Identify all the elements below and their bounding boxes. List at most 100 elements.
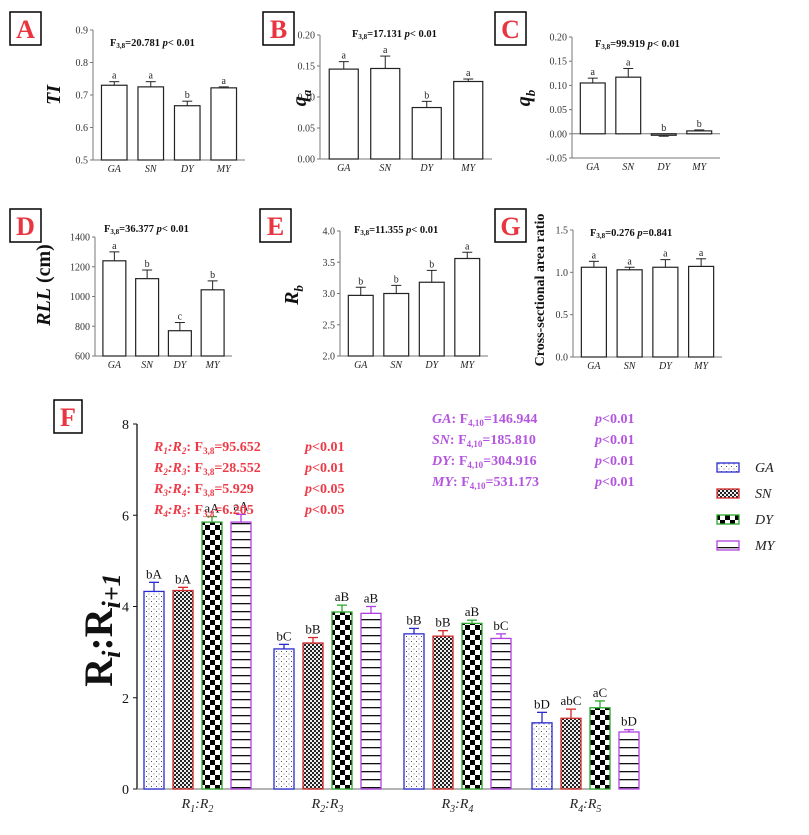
stat-annotation-right: SN: F4,10=185.810 p<0.01 — [432, 433, 634, 449]
panel-letter: D — [16, 212, 35, 241]
stat-annotation-left: R2:R3: F3,8=28.552 p<0.01 — [153, 461, 344, 477]
significance-letter: abC — [561, 693, 582, 708]
bar-dy — [589, 707, 611, 790]
significance-letter: bC — [276, 628, 291, 643]
x-tick-label: MY — [693, 361, 709, 372]
y-axis-label: TI — [43, 84, 65, 105]
legend-swatch-dy — [716, 514, 740, 525]
bar — [411, 106, 442, 160]
significance-letter: c — [178, 312, 183, 323]
significance-letter: a — [112, 71, 117, 82]
y-tick-label: -0.05 — [546, 154, 567, 165]
y-tick-label: 0.10 — [550, 81, 568, 92]
significance-letter: aA — [204, 501, 220, 516]
stat-annotation: F3,8=11.355 p< 0.01 — [354, 225, 438, 237]
y-tick-label: 3.5 — [323, 258, 336, 269]
legend-label: SN — [755, 487, 772, 502]
bar-dy — [331, 611, 353, 790]
significance-letter: bD — [534, 696, 550, 711]
significance-letter: aC — [593, 685, 607, 700]
bar — [347, 294, 374, 357]
stat-annotation: F3,8=0.276 p=0.841 — [590, 228, 672, 240]
bar — [328, 68, 359, 160]
stat-annotation: F3,8=17.131 p< 0.01 — [352, 29, 437, 41]
panel-label-box — [53, 399, 83, 434]
significance-letter: a — [222, 76, 227, 87]
significance-letter: aB — [335, 589, 350, 604]
bar — [135, 278, 160, 357]
significance-letter: b — [145, 259, 150, 270]
x-tick-label: GA — [108, 360, 122, 371]
y-tick-label: 0.00 — [550, 129, 568, 140]
bar-my — [490, 637, 512, 790]
y-tick-label: 2.5 — [323, 320, 336, 331]
y-tick-label: 0.7 — [76, 91, 89, 102]
bar — [688, 265, 715, 358]
y-axis-label: Ri:Ri+1 — [76, 573, 126, 686]
y-tick-label: 1.0 — [556, 268, 569, 279]
x-tick-label: GA — [587, 361, 601, 372]
y-tick-label: 4 — [122, 601, 129, 616]
y-tick-label: 1.5 — [556, 226, 569, 237]
y-tick-label: 0.15 — [550, 57, 568, 68]
significance-letter: bB — [305, 622, 321, 637]
significance-letter: aA — [233, 498, 249, 513]
significance-letter: bB — [406, 612, 422, 627]
y-axis-label: qa — [289, 89, 314, 106]
x-tick-label: SN — [379, 163, 392, 174]
x-tick-label: DY — [656, 162, 671, 173]
x-tick-label: GA — [337, 163, 351, 174]
significance-letter: b — [394, 274, 399, 285]
bar-sn — [302, 642, 324, 790]
significance-letter: a — [627, 256, 632, 267]
y-tick-label: 2.0 — [323, 352, 336, 363]
significance-letter: a — [342, 51, 347, 62]
significance-letter: b — [429, 259, 434, 270]
stat-annotation-left: R3:R4: F3,8=5.929 p<0.05 — [153, 482, 344, 498]
y-tick-label: 0.10 — [298, 93, 316, 104]
bar — [616, 269, 643, 358]
bar — [137, 86, 165, 161]
stat-annotation-left: R1:R2: F3,8=95.652 p<0.01 — [153, 440, 344, 456]
x-tick-label: GA — [108, 164, 122, 175]
panel-label-box — [262, 11, 295, 46]
bar — [100, 84, 128, 161]
significance-letter: a — [663, 249, 668, 260]
y-tick-label: 3.0 — [323, 289, 336, 300]
bar-ga — [403, 633, 425, 790]
x-tick-label: SN — [622, 162, 635, 173]
significance-letter: a — [591, 67, 596, 78]
bar-my — [618, 731, 640, 790]
stat-annotation: F3,8=20.781 p< 0.01 — [110, 38, 195, 50]
panel-letter: E — [267, 212, 284, 241]
y-tick-label: 2 — [122, 692, 129, 707]
significance-letter: b — [358, 276, 363, 287]
y-tick-label: 0.0 — [556, 353, 569, 364]
bar-sn — [172, 589, 194, 790]
bar — [383, 292, 410, 357]
panel-d: D 600 800 1000 1200 1400 a GA b SN c DY b MY F3,8=36.3… — [9, 208, 232, 371]
y-tick-label: 0.20 — [550, 33, 568, 44]
significance-letter: b — [424, 90, 429, 101]
y-tick-label: 0.8 — [76, 58, 89, 69]
panel-label-box — [494, 11, 527, 46]
stat-annotation-right: DY: F4,10=304.916 p<0.01 — [431, 454, 634, 470]
x-tick-label: R1:R2 — [181, 797, 214, 815]
bar-sn — [432, 635, 454, 790]
legend-label: DY — [754, 513, 775, 528]
bar-ga — [531, 722, 553, 790]
significance-letter: a — [626, 57, 631, 68]
bar-ga — [143, 590, 165, 790]
bar — [580, 266, 607, 358]
x-tick-label: MY — [459, 360, 475, 371]
x-tick-label: DY — [658, 361, 673, 372]
significance-letter: aB — [465, 604, 480, 619]
significance-letter: a — [699, 248, 704, 259]
y-tick-label: 0.5 — [556, 310, 569, 321]
panel-label-box — [9, 11, 42, 46]
x-tick-label: GA — [586, 162, 600, 173]
legend-swatch-sn — [716, 488, 740, 499]
x-tick-label: DY — [424, 360, 439, 371]
x-tick-label: DY — [172, 360, 187, 371]
legend-label: GA — [755, 461, 774, 476]
